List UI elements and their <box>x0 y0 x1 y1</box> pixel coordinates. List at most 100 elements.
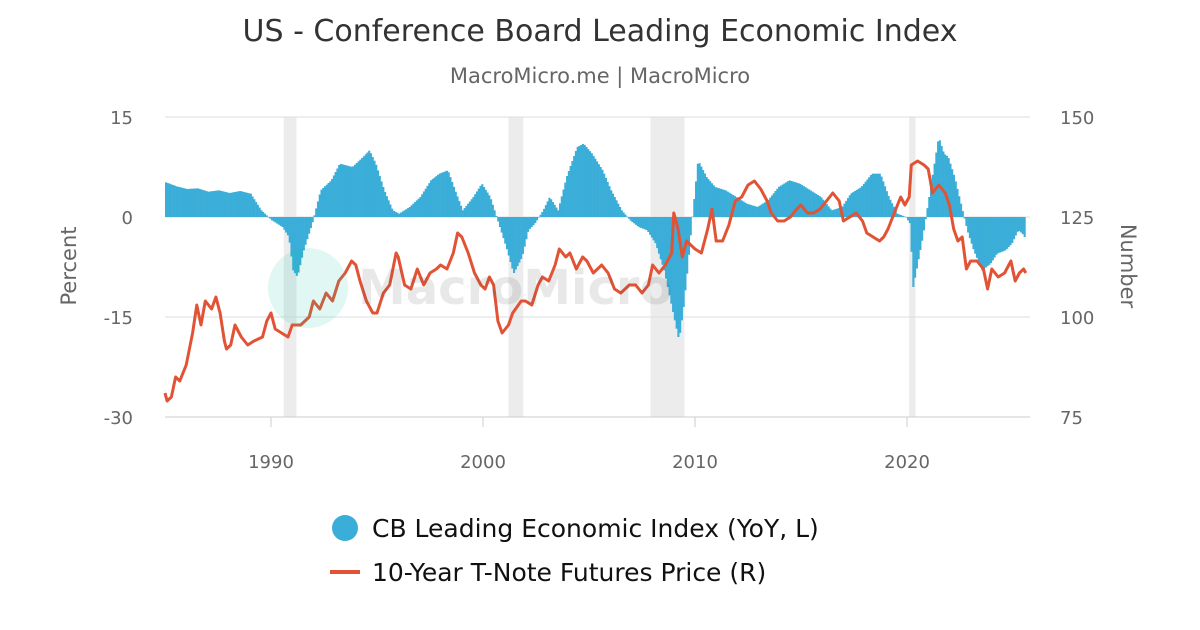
lei-bar <box>255 202 258 217</box>
lei-bar <box>998 217 1001 253</box>
lei-bar <box>689 217 692 236</box>
lei-bar <box>700 166 703 217</box>
lei-bar <box>779 185 782 217</box>
lei-bar <box>539 214 542 217</box>
lei-bar <box>589 151 592 217</box>
lei-bar <box>235 191 238 217</box>
lei-bar <box>926 208 929 217</box>
lei-bar <box>859 187 862 217</box>
lei-bar <box>749 204 752 217</box>
tnote-line <box>163 159 1028 403</box>
lei-bar <box>412 203 415 217</box>
lei-bar <box>237 191 240 217</box>
legend-item-lei[interactable]: CB Leading Economic Index (YoY, L) <box>330 506 819 550</box>
lei-bar <box>417 198 420 217</box>
y-axis-left-title: Percent <box>57 226 81 305</box>
lei-bar <box>532 217 535 226</box>
lei-bar <box>744 202 747 217</box>
lei-bar <box>680 217 683 321</box>
lei-bar <box>878 173 881 217</box>
lei-bar <box>719 188 722 217</box>
lei-bar <box>560 196 563 217</box>
lei-bar <box>408 207 411 217</box>
lei-bar <box>334 172 337 217</box>
lei-bar <box>468 201 471 217</box>
lei-bar <box>498 217 501 227</box>
lei-bar <box>195 188 198 217</box>
lei-bar <box>205 191 208 217</box>
lei-bar <box>214 190 217 217</box>
lei-bar <box>484 189 487 217</box>
lei-bar <box>663 217 666 271</box>
lei-bar <box>196 188 199 217</box>
lei-bar <box>320 189 323 217</box>
chart-subtitle: MacroMicro.me | MacroMicro <box>449 64 751 88</box>
lei-bar <box>410 205 413 217</box>
legend-item-tnote[interactable]: 10-Year T-Note Futures Price (R) <box>330 550 819 594</box>
lei-bar <box>490 199 493 217</box>
y-left-tick-label: -30 <box>104 408 133 429</box>
lei-bar <box>523 217 526 247</box>
lei-bar <box>778 186 781 217</box>
lei-bar <box>249 193 252 217</box>
lei-bar <box>799 183 802 217</box>
lei-bar <box>352 166 355 217</box>
lei-bar <box>876 173 880 217</box>
lei-bar-series[interactable] <box>165 140 1026 337</box>
lei-bar <box>742 201 745 217</box>
lei-bar <box>203 190 206 217</box>
lei-bar <box>387 200 390 217</box>
lei-bar <box>258 207 261 217</box>
lei-bar <box>398 213 401 217</box>
lei-bar <box>930 185 933 217</box>
lei-bar <box>223 191 226 217</box>
lei-bar <box>207 191 210 217</box>
lei-bar <box>407 208 410 217</box>
lei-bar <box>419 197 422 217</box>
lei-bar <box>723 189 726 217</box>
lei-bar <box>703 173 706 217</box>
lei-bar <box>378 175 381 217</box>
y-left-tick-label: 0 <box>122 208 133 229</box>
chart-title: US - Conference Board Leading Economic I… <box>242 14 958 49</box>
lei-bar <box>758 205 761 217</box>
lei-bar <box>952 174 956 217</box>
legend-label-tnote: 10-Year T-Note Futures Price (R) <box>372 557 767 587</box>
lei-bar <box>1007 217 1010 247</box>
lei-bar <box>788 180 791 217</box>
lei-bar <box>846 198 850 217</box>
lei-bar <box>1020 217 1023 233</box>
tnote-line-series[interactable] <box>163 159 1028 403</box>
lei-bar <box>1014 217 1017 236</box>
lei-bar <box>1000 217 1003 252</box>
lei-bar <box>474 194 477 217</box>
lei-bar <box>650 217 653 238</box>
lei-bar <box>191 188 194 217</box>
lei-bar <box>995 217 998 255</box>
lei-bar <box>684 217 687 291</box>
lei-bar <box>316 201 320 217</box>
lei-bar <box>541 212 544 217</box>
lei-bar <box>972 217 975 250</box>
lei-bar <box>212 191 215 217</box>
lei-bar <box>601 169 604 217</box>
lei-bar <box>564 182 567 217</box>
lei-bar <box>530 217 533 227</box>
lei-bar <box>645 217 648 231</box>
lei-bar <box>329 181 332 217</box>
lei-bar <box>664 217 668 279</box>
lei-bar <box>507 217 510 256</box>
lei-bar <box>619 207 622 217</box>
lei-bar <box>1018 217 1021 232</box>
lei-bar <box>772 193 775 217</box>
lei-bar <box>470 199 473 217</box>
lei-bar <box>740 200 744 217</box>
lei-bar <box>175 186 178 217</box>
lei-bar <box>1004 217 1007 251</box>
lei-bar <box>311 217 314 223</box>
lei-bar <box>945 155 948 217</box>
lei-bar <box>218 190 221 217</box>
lei-bar <box>377 170 380 217</box>
lei-bar <box>919 217 922 250</box>
lei-bar <box>659 217 662 260</box>
